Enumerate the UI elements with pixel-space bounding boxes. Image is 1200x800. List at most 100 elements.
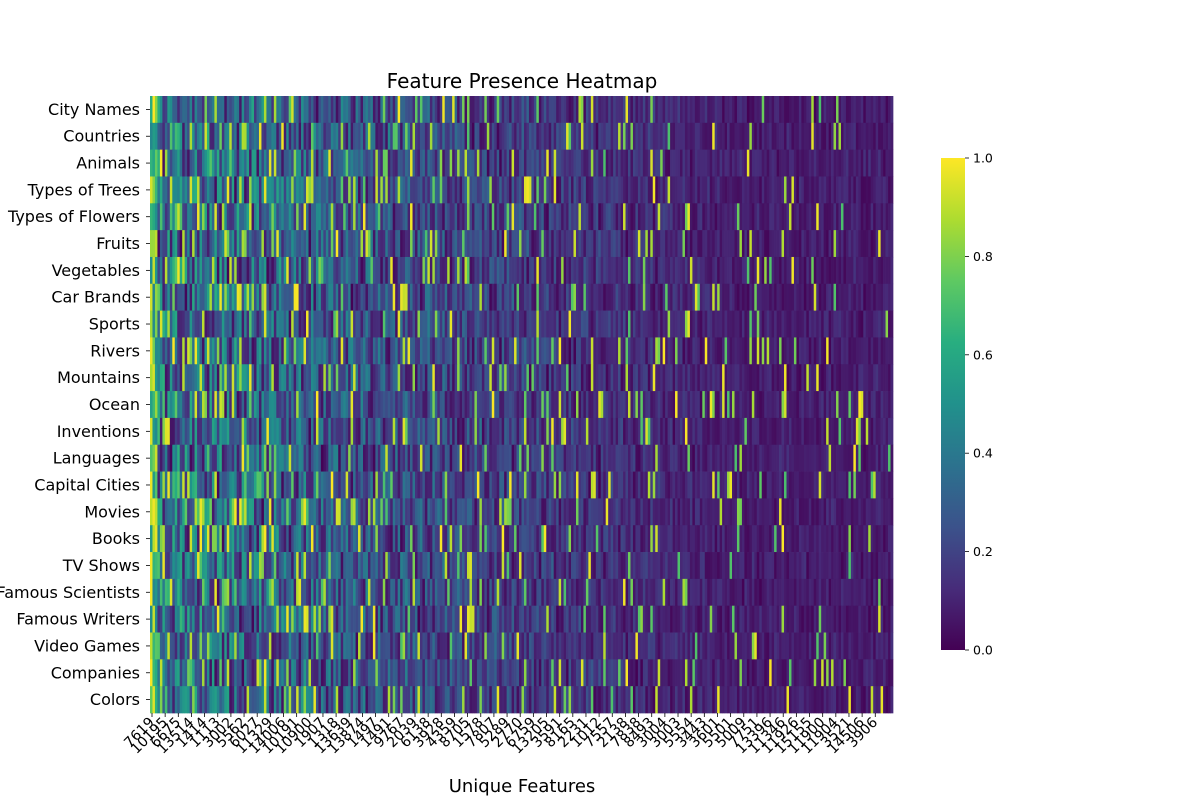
heatmap-cell — [793, 417, 797, 446]
heatmap-cell — [244, 230, 247, 258]
heatmap-cell — [424, 444, 428, 472]
heatmap-cells — [150, 96, 894, 714]
heatmap-cell — [303, 471, 307, 499]
heatmap-cell — [625, 149, 629, 177]
heatmap-cell — [348, 471, 351, 499]
heatmap-cell — [484, 417, 488, 446]
heatmap-cell — [449, 203, 453, 231]
heatmap-cell — [447, 283, 451, 311]
heatmap-cell — [571, 364, 574, 392]
heatmap-cell — [283, 525, 287, 553]
heatmap-cell — [776, 391, 780, 419]
heatmap-cell — [159, 256, 163, 285]
heatmap-cell — [481, 256, 485, 285]
heatmap-cell — [459, 525, 463, 553]
heatmap-cell — [330, 417, 334, 446]
heatmap-cell — [660, 310, 664, 338]
heatmap-cell — [303, 444, 307, 472]
heatmap-cell — [689, 203, 693, 231]
heatmap-cell — [268, 337, 272, 365]
heatmap-cell — [818, 256, 822, 285]
heatmap-cell — [283, 122, 287, 151]
heatmap-cell — [449, 310, 453, 338]
heatmap-cell — [392, 256, 396, 285]
heatmap-cell — [732, 310, 735, 338]
heatmap-cell — [360, 417, 364, 446]
heatmap-cell — [231, 498, 235, 526]
heatmap-cell — [833, 310, 837, 338]
heatmap-cell — [494, 256, 498, 285]
heatmap-cell — [467, 391, 470, 419]
heatmap-cell — [469, 283, 473, 311]
heatmap-cell — [803, 498, 807, 526]
heatmap-cell — [808, 176, 812, 204]
heatmap-cell — [496, 176, 500, 204]
heatmap-cell — [831, 310, 834, 338]
heatmap-cell — [360, 176, 364, 204]
heatmap-cell — [467, 471, 470, 499]
heatmap-cell — [756, 283, 760, 311]
heatmap-cell — [278, 498, 282, 526]
heatmap-cell — [801, 417, 805, 446]
heatmap-cell — [489, 310, 493, 338]
heatmap-cell — [310, 498, 314, 526]
heatmap-cell — [372, 122, 376, 151]
heatmap-cell — [315, 230, 319, 258]
heatmap-cell — [239, 498, 242, 526]
heatmap-cell — [412, 203, 416, 231]
heatmap-cell — [402, 230, 406, 258]
heatmap-cell — [278, 230, 282, 258]
heatmap-cell — [553, 391, 557, 419]
heatmap-cell — [533, 176, 537, 204]
heatmap-cell — [382, 256, 386, 285]
heatmap-cell — [855, 149, 859, 177]
heatmap-cell — [647, 149, 651, 177]
heatmap-cell — [182, 283, 186, 311]
heatmap-cell — [241, 337, 245, 365]
heatmap-cell — [865, 310, 869, 338]
heatmap-cell — [734, 417, 738, 446]
heatmap-cell — [514, 364, 517, 392]
heatmap-cell — [682, 471, 686, 499]
heatmap-cell — [650, 498, 654, 526]
heatmap-cell — [392, 176, 396, 204]
heatmap-cell — [474, 149, 478, 177]
heatmap-cell — [370, 176, 374, 204]
heatmap-cell — [417, 498, 421, 526]
heatmap-cell — [187, 122, 190, 151]
heatmap-cell — [479, 310, 483, 338]
heatmap-cell — [662, 498, 666, 526]
heatmap-cell — [759, 203, 763, 231]
heatmap-cell — [546, 283, 550, 311]
heatmap-cell — [746, 203, 750, 231]
heatmap-cell — [630, 176, 634, 204]
heatmap-cell — [333, 122, 337, 151]
heatmap-cell — [645, 149, 649, 177]
heatmap-cell — [251, 230, 255, 258]
heatmap-cell — [675, 203, 678, 231]
heatmap-cell — [689, 256, 693, 285]
heatmap-cell — [449, 256, 453, 285]
heatmap-cell — [831, 364, 834, 392]
heatmap-cell — [358, 310, 361, 338]
heatmap-cell — [600, 525, 604, 553]
heatmap-cell — [333, 417, 337, 446]
heatmap-cell — [164, 176, 168, 204]
heatmap-cell — [400, 391, 403, 419]
heatmap-cell — [801, 230, 805, 258]
heatmap-cell — [521, 364, 525, 392]
heatmap-cell — [888, 149, 891, 177]
heatmap-cell — [192, 417, 195, 446]
heatmap-cell — [865, 203, 869, 231]
heatmap-cell — [781, 310, 785, 338]
heatmap-cell — [281, 471, 285, 499]
heatmap-cell — [667, 444, 671, 472]
heatmap-cell — [241, 471, 245, 499]
heatmap-cell — [313, 471, 317, 499]
heatmap-cell — [432, 176, 436, 204]
heatmap-cell — [675, 498, 678, 526]
heatmap-cell — [784, 122, 787, 151]
heatmap-cell — [734, 391, 738, 419]
heatmap-cell — [665, 230, 668, 258]
heatmap-cell — [395, 149, 399, 177]
